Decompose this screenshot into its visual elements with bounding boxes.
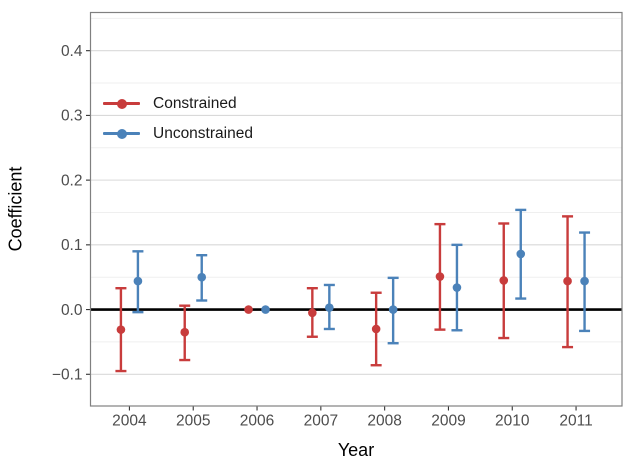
data-point xyxy=(325,303,334,312)
data-point xyxy=(180,327,190,337)
data-point xyxy=(197,272,207,282)
x-axis-title: Year xyxy=(337,440,375,460)
data-point xyxy=(244,305,253,314)
data-point xyxy=(499,276,509,285)
data-point xyxy=(435,272,445,281)
legend-key-constrained xyxy=(103,92,140,115)
y-tick-label: 0.4 xyxy=(61,43,83,60)
x-tick-label: 2007 xyxy=(304,413,338,430)
data-point xyxy=(580,276,589,286)
data-point xyxy=(371,324,381,334)
legend-label: Unconstrained xyxy=(153,124,253,142)
x-tick-label: 2008 xyxy=(367,413,401,430)
legend-dot-icon xyxy=(116,128,127,139)
data-point xyxy=(261,305,270,314)
legend-item-constrained: Constrained xyxy=(103,92,253,115)
data-point xyxy=(563,276,572,286)
y-axis-title: Coefficient xyxy=(5,166,26,252)
data-point xyxy=(516,249,526,259)
y-tick-label: −0.1 xyxy=(52,367,83,384)
x-tick-label: 2010 xyxy=(495,413,530,430)
x-tick-label: 2011 xyxy=(559,413,592,430)
y-tick-label: 0.3 xyxy=(61,108,83,125)
y-tick-label: 0.1 xyxy=(61,237,83,254)
legend-key-unconstrained xyxy=(103,122,140,145)
x-tick-label: 2009 xyxy=(431,413,465,430)
legend-label: Constrained xyxy=(153,94,237,112)
x-tick-label: 2005 xyxy=(176,413,210,430)
y-tick-label: 0.0 xyxy=(61,302,83,319)
data-point xyxy=(133,276,143,286)
data-point xyxy=(452,283,462,292)
y-tick-label: 0.2 xyxy=(61,172,83,189)
x-tick-label: 2004 xyxy=(112,413,147,430)
legend-dot-icon xyxy=(116,98,127,109)
panel-background xyxy=(90,12,622,406)
x-tick-label: 2006 xyxy=(240,413,274,430)
data-point xyxy=(388,305,398,314)
data-point xyxy=(308,308,317,318)
panel-border xyxy=(89,11,623,407)
data-point xyxy=(116,325,126,334)
legend: Constrained Unconstrained xyxy=(103,92,253,145)
legend-item-unconstrained: Unconstrained xyxy=(103,122,253,145)
